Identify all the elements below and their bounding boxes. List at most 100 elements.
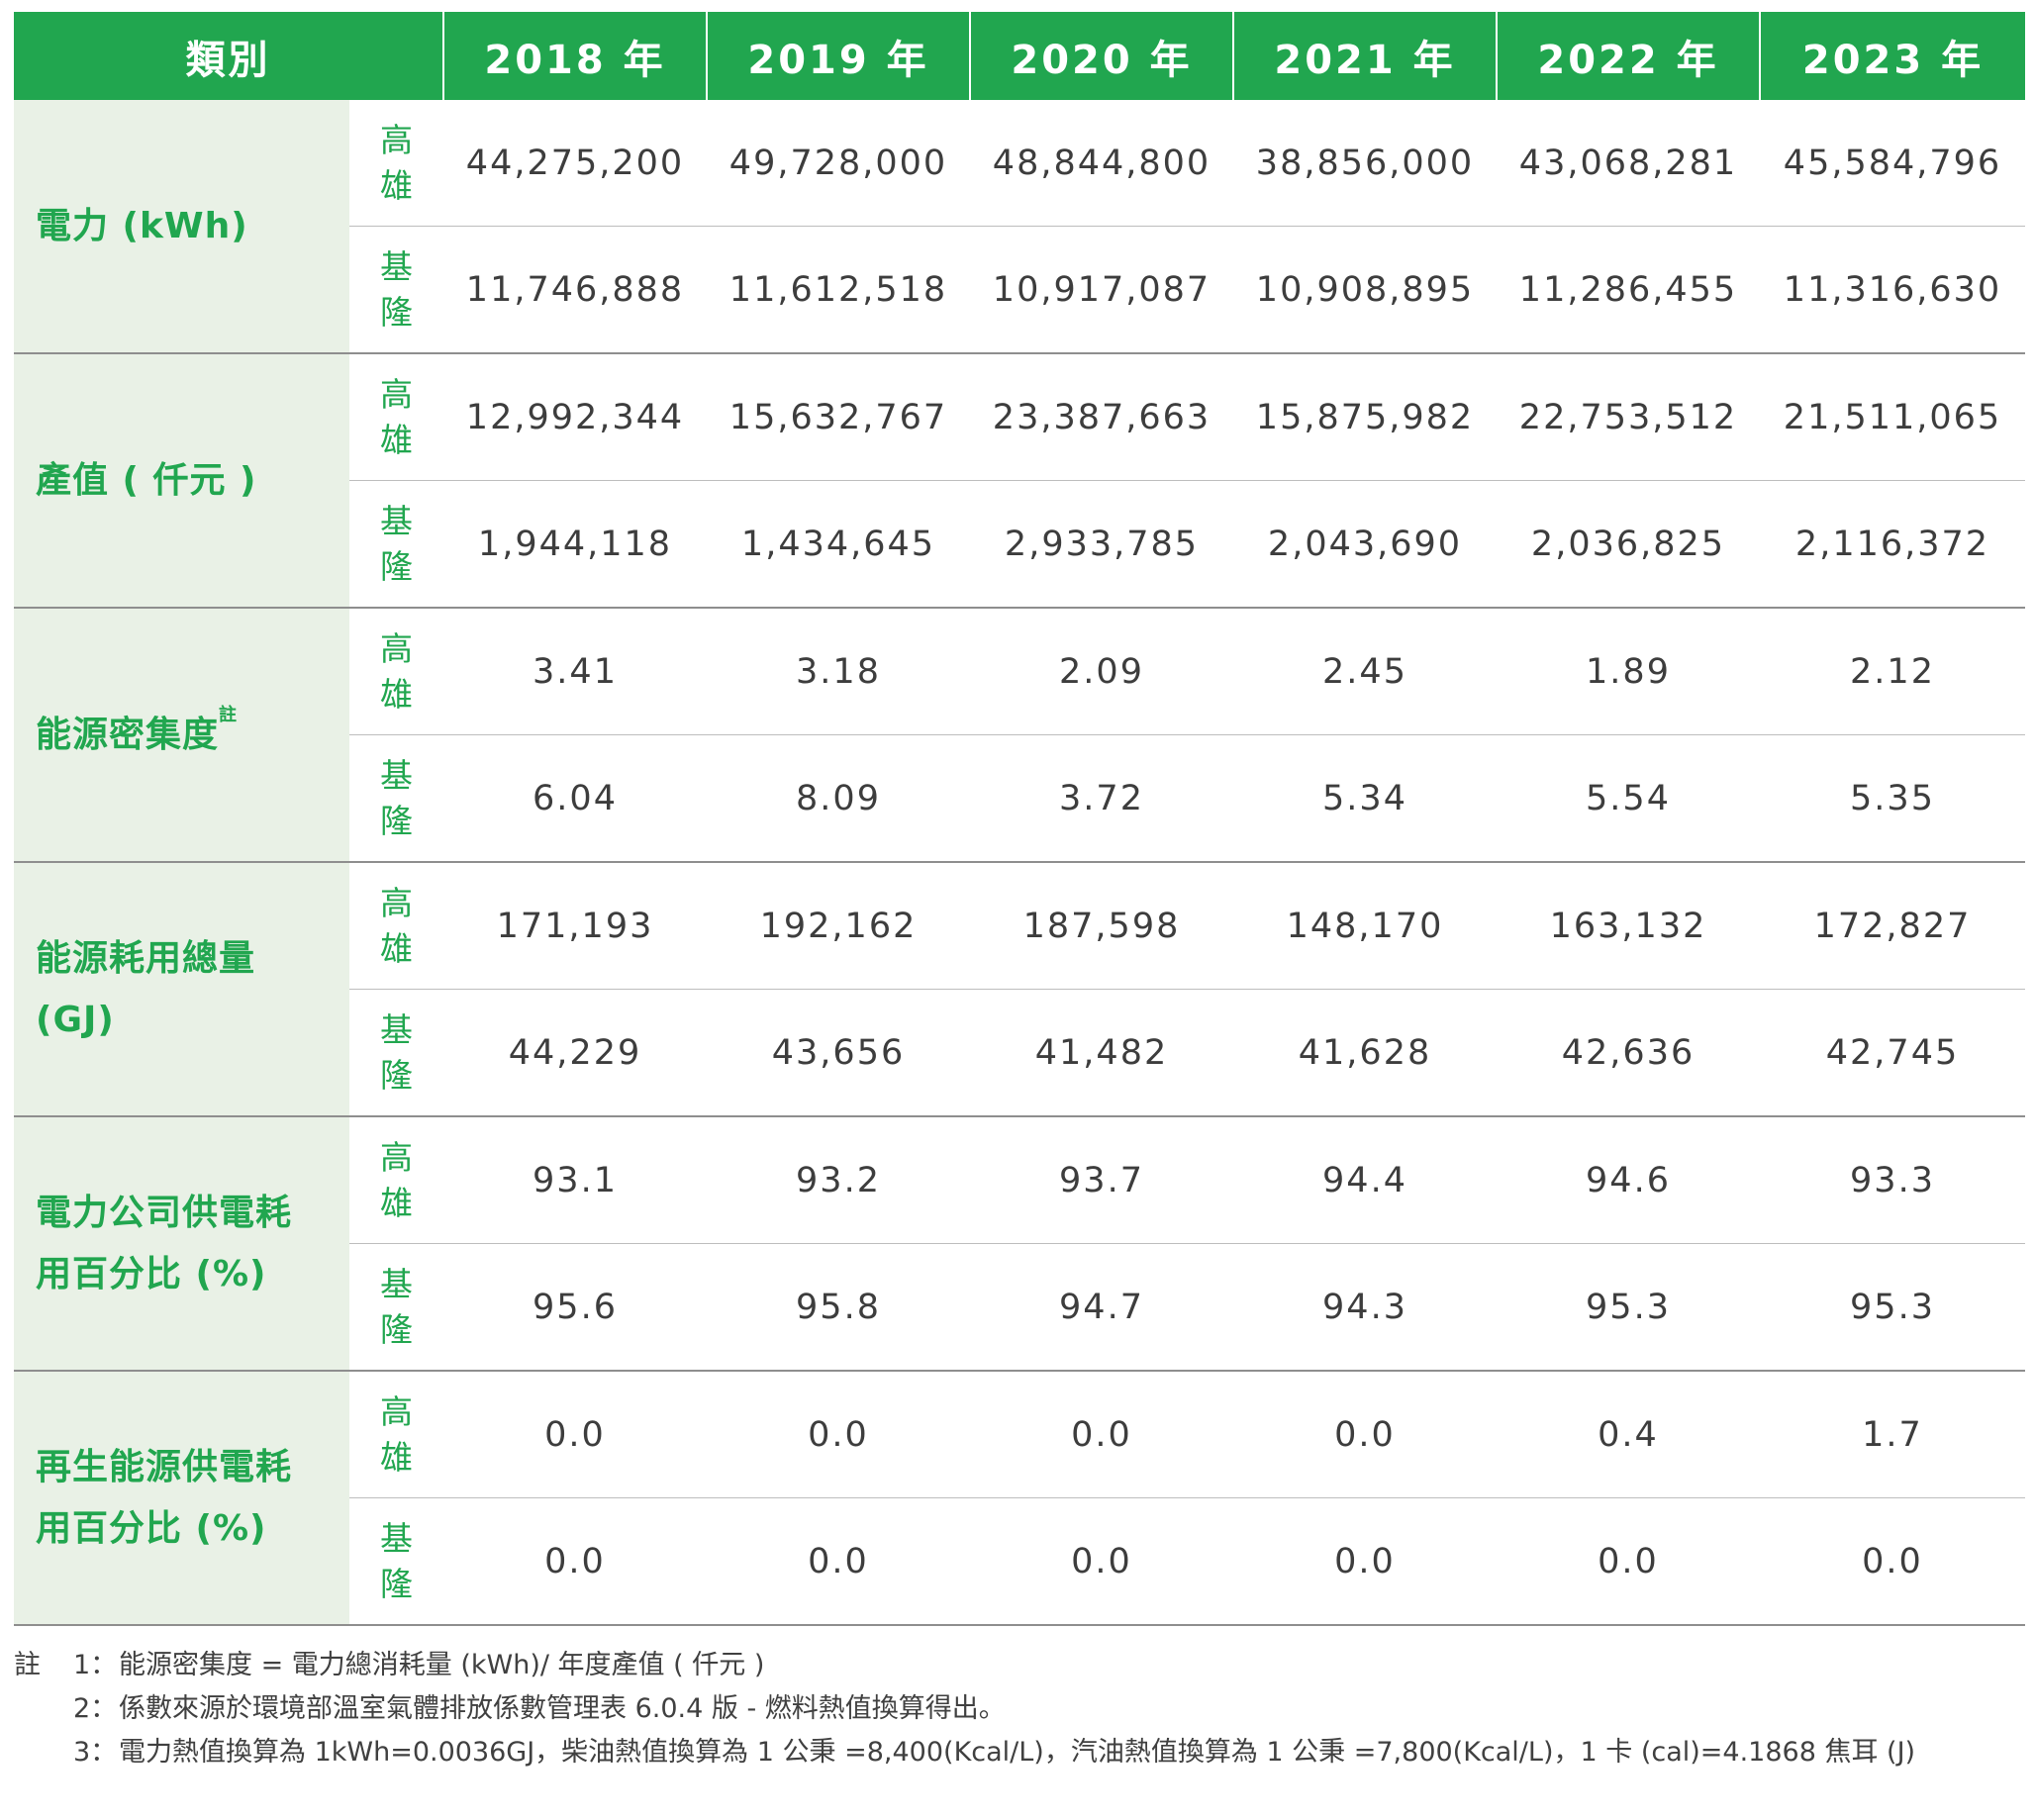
header-year: 2021 年 <box>1232 12 1497 100</box>
site-label: 高雄 <box>349 100 443 227</box>
site-label: 基隆 <box>349 989 443 1117</box>
value-cell: 3.41 <box>443 608 707 735</box>
header-year: 2018 年 <box>442 12 707 100</box>
row-category: 再生能源供電耗 用百分比 (%) <box>14 1371 349 1626</box>
value-cell: 94.6 <box>1497 1116 1760 1244</box>
value-cell: 3.72 <box>970 734 1233 863</box>
value-cell: 0.0 <box>707 1371 970 1498</box>
footnote-mark: 註 <box>14 1650 41 1680</box>
value-cell: 48,844,800 <box>970 100 1233 227</box>
site-label-char: 高 <box>380 883 413 922</box>
row-category: 電力公司供電耗 用百分比 (%) <box>14 1116 349 1372</box>
footnote-mark <box>14 1687 73 1731</box>
site-label-char: 高 <box>380 1137 413 1177</box>
value-cell: 0.0 <box>1233 1371 1497 1498</box>
value-cell: 22,753,512 <box>1497 353 1760 481</box>
energy-table-container: 類別 2018 年 2019 年 2020 年 2021 年 2022 年 20… <box>14 12 2025 1774</box>
value-cell: 0.0 <box>443 1497 707 1626</box>
value-cell: 45,584,796 <box>1760 100 2025 227</box>
value-cell: 10,908,895 <box>1233 226 1497 354</box>
row-category-line: (GJ) <box>36 999 115 1040</box>
site-label-char: 高 <box>380 1391 413 1431</box>
header-year: 2023 年 <box>1759 12 2025 100</box>
value-cell: 6.04 <box>443 734 707 863</box>
footnote-text: 電力熱值換算為 1kWh=0.0036GJ，柴油熱值換算為 1 公秉 =8,40… <box>119 1737 1916 1768</box>
value-cell: 95.8 <box>707 1243 970 1372</box>
value-cell: 93.1 <box>443 1116 707 1244</box>
header-year: 2022 年 <box>1496 12 1760 100</box>
value-cell: 2.09 <box>970 608 1233 735</box>
value-cell: 15,632,767 <box>707 353 970 481</box>
value-cell: 41,482 <box>970 989 1233 1117</box>
table-row: 電力公司供電耗 用百分比 (%) 高雄 93.1 93.2 93.7 94.4 94.6 93.… <box>14 1116 2025 1372</box>
site-label-char: 隆 <box>380 546 413 586</box>
table-body: 電力 (kWh) 高雄 44,275,200 49,728,000 48,844,800… <box>14 100 2025 1626</box>
row-category: 產值 ( 仟元 ) <box>14 353 349 609</box>
value-cell: 172,827 <box>1760 862 2025 990</box>
site-label-char: 雄 <box>380 1183 413 1222</box>
value-cell: 11,746,888 <box>443 226 707 354</box>
value-cell: 10,917,087 <box>970 226 1233 354</box>
footnote-number: 3： <box>73 1737 118 1768</box>
value-cell: 41,628 <box>1233 989 1497 1117</box>
row-category-line: 電力 (kWh) <box>36 205 248 246</box>
footnote-marker: 註 <box>219 704 239 725</box>
footnote-item: 2： 係數來源於環境部溫室氣體排放係數管理表 6.0.4 版 - 燃料熱值換算得出… <box>14 1687 2025 1731</box>
value-cell: 93.3 <box>1760 1116 2025 1244</box>
value-cell: 49,728,000 <box>707 100 970 227</box>
value-cell: 2,116,372 <box>1760 480 2025 609</box>
footnote-number: 2： <box>73 1693 118 1724</box>
table-row: 基隆 11,746,888 11,612,518 10,917,087 10,908,8… <box>14 226 2025 354</box>
value-cell: 0.0 <box>970 1497 1233 1626</box>
value-cell: 43,068,281 <box>1497 100 1760 227</box>
footnote-text: 能源密集度 = 電力總消耗量 (kWh)/ 年度產值 ( 仟元 ) <box>119 1650 765 1680</box>
value-cell: 42,745 <box>1760 989 2025 1117</box>
footnote-number: 1： <box>73 1650 118 1680</box>
row-category-line: 能源密集度註 <box>36 705 341 766</box>
row-category-line: 再生能源供電耗 <box>36 1446 293 1487</box>
site-label-char: 高 <box>380 120 413 159</box>
value-cell: 2,036,825 <box>1497 480 1760 609</box>
value-cell: 23,387,663 <box>970 353 1233 481</box>
header-year: 2020 年 <box>969 12 1233 100</box>
value-cell: 1,944,118 <box>443 480 707 609</box>
site-label-char: 雄 <box>380 928 413 968</box>
site-label-char: 隆 <box>380 801 413 840</box>
site-label-char: 隆 <box>380 292 413 332</box>
site-label-char: 基 <box>380 1264 413 1303</box>
value-cell: 0.0 <box>1233 1497 1497 1626</box>
value-cell: 5.35 <box>1760 734 2025 863</box>
row-category-line: 能源耗用總量 <box>36 937 256 979</box>
footnote-item: 3： 電力熱值換算為 1kWh=0.0036GJ，柴油熱值換算為 1 公秉 =8,… <box>14 1731 2025 1774</box>
value-cell: 2.12 <box>1760 608 2025 735</box>
value-cell: 3.18 <box>707 608 970 735</box>
row-category-line: 產值 ( 仟元 ) <box>36 459 257 501</box>
header-category: 類別 <box>14 12 443 100</box>
value-cell: 0.4 <box>1497 1371 1760 1498</box>
table-row: 基隆 0.0 0.0 0.0 0.0 0.0 0.0 <box>14 1497 2025 1626</box>
value-cell: 95.3 <box>1760 1243 2025 1372</box>
site-label-char: 雄 <box>380 674 413 714</box>
row-category-line: 電力公司供電耗 <box>36 1192 293 1233</box>
value-cell: 2,043,690 <box>1233 480 1497 609</box>
site-label-char: 高 <box>380 374 413 414</box>
row-category-text: 能源密集度 <box>36 714 220 755</box>
value-cell: 15,875,982 <box>1233 353 1497 481</box>
site-label-char: 基 <box>380 246 413 286</box>
value-cell: 0.0 <box>970 1371 1233 1498</box>
value-cell: 43,656 <box>707 989 970 1117</box>
header-year: 2019 年 <box>706 12 970 100</box>
energy-table: 類別 2018 年 2019 年 2020 年 2021 年 2022 年 20… <box>14 12 2025 1626</box>
value-cell: 148,170 <box>1233 862 1497 990</box>
value-cell: 1.89 <box>1497 608 1760 735</box>
table-row: 能源密集度註高雄 3.41 3.18 2.09 2.45 1.89 2.12 <box>14 608 2025 863</box>
value-cell: 44,229 <box>443 989 707 1117</box>
table-row: 產值 ( 仟元 ) 高雄 12,992,344 15,632,767 23,387,66… <box>14 353 2025 609</box>
site-label: 高雄 <box>349 353 443 481</box>
footnote-mark <box>14 1731 73 1774</box>
value-cell: 163,132 <box>1497 862 1760 990</box>
value-cell: 95.6 <box>443 1243 707 1372</box>
value-cell: 12,992,344 <box>443 353 707 481</box>
row-category: 能源耗用總量 (GJ) <box>14 862 349 1117</box>
value-cell: 187,598 <box>970 862 1233 990</box>
